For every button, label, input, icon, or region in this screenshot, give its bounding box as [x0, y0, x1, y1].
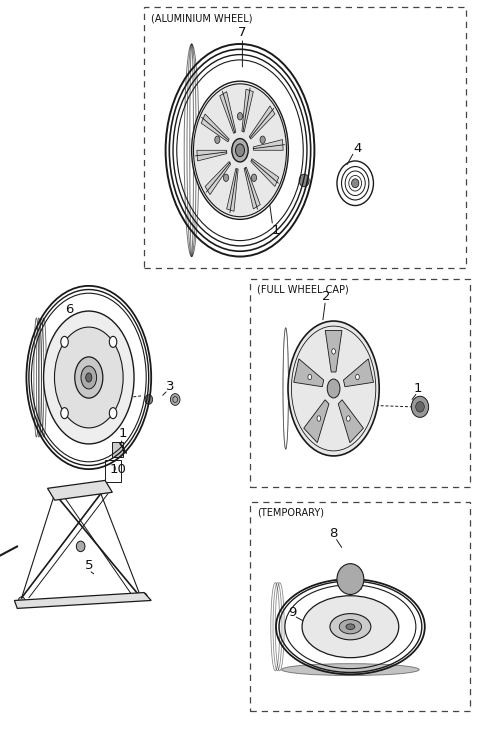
Text: (TEMPORARY): (TEMPORARY) — [257, 508, 324, 518]
Ellipse shape — [232, 139, 248, 162]
Text: 10: 10 — [109, 463, 126, 476]
Polygon shape — [338, 399, 363, 443]
Polygon shape — [325, 331, 342, 372]
Text: (ALUMINIUM WHEEL): (ALUMINIUM WHEEL) — [151, 13, 252, 23]
Ellipse shape — [330, 614, 371, 640]
Ellipse shape — [308, 375, 312, 380]
Ellipse shape — [317, 416, 321, 421]
Polygon shape — [294, 359, 324, 387]
Ellipse shape — [332, 349, 336, 354]
Text: 5: 5 — [84, 559, 93, 572]
Ellipse shape — [356, 375, 359, 380]
Text: 1: 1 — [413, 382, 422, 395]
Text: 8: 8 — [329, 527, 338, 540]
Ellipse shape — [299, 174, 309, 187]
Ellipse shape — [282, 663, 419, 676]
Ellipse shape — [193, 84, 287, 217]
Ellipse shape — [44, 311, 134, 444]
Polygon shape — [48, 480, 112, 500]
Ellipse shape — [18, 597, 25, 604]
Ellipse shape — [145, 394, 153, 405]
Ellipse shape — [61, 336, 68, 347]
Ellipse shape — [61, 408, 68, 419]
Polygon shape — [304, 399, 329, 443]
FancyBboxPatch shape — [112, 442, 123, 457]
Text: 6: 6 — [65, 303, 74, 316]
Text: 3: 3 — [166, 380, 175, 393]
Text: 1: 1 — [272, 224, 280, 237]
Ellipse shape — [351, 179, 359, 188]
Ellipse shape — [260, 136, 265, 144]
Polygon shape — [197, 150, 227, 161]
Ellipse shape — [109, 336, 117, 347]
Polygon shape — [253, 139, 283, 150]
Polygon shape — [227, 169, 238, 211]
Ellipse shape — [416, 402, 424, 412]
Ellipse shape — [346, 624, 355, 630]
Polygon shape — [242, 89, 253, 132]
Polygon shape — [220, 92, 236, 133]
Ellipse shape — [223, 174, 228, 182]
Ellipse shape — [288, 321, 379, 456]
Ellipse shape — [236, 144, 244, 157]
Ellipse shape — [238, 113, 242, 120]
Ellipse shape — [81, 366, 96, 389]
Ellipse shape — [170, 394, 180, 405]
Ellipse shape — [85, 373, 92, 382]
Ellipse shape — [75, 357, 103, 398]
Text: 9: 9 — [288, 605, 297, 619]
Polygon shape — [244, 167, 260, 209]
Polygon shape — [251, 158, 279, 186]
Text: 2: 2 — [322, 290, 331, 303]
Polygon shape — [205, 161, 231, 194]
Ellipse shape — [327, 379, 340, 398]
Polygon shape — [201, 114, 229, 142]
Ellipse shape — [141, 593, 147, 600]
Ellipse shape — [302, 596, 399, 658]
Ellipse shape — [347, 416, 350, 421]
Ellipse shape — [76, 541, 85, 552]
Polygon shape — [249, 106, 275, 139]
Text: 1: 1 — [118, 427, 127, 441]
Text: 7: 7 — [238, 26, 247, 40]
Polygon shape — [344, 359, 373, 387]
Ellipse shape — [192, 81, 288, 219]
Ellipse shape — [215, 136, 220, 144]
Ellipse shape — [339, 619, 361, 634]
Ellipse shape — [411, 397, 429, 417]
Ellipse shape — [54, 327, 123, 428]
Ellipse shape — [51, 489, 58, 496]
Ellipse shape — [109, 408, 117, 419]
Ellipse shape — [337, 564, 364, 594]
Polygon shape — [14, 592, 151, 608]
Ellipse shape — [252, 174, 257, 182]
Text: 4: 4 — [353, 141, 362, 155]
Ellipse shape — [102, 485, 108, 492]
FancyBboxPatch shape — [105, 460, 121, 482]
Text: (FULL WHEEL CAP): (FULL WHEEL CAP) — [257, 284, 348, 295]
